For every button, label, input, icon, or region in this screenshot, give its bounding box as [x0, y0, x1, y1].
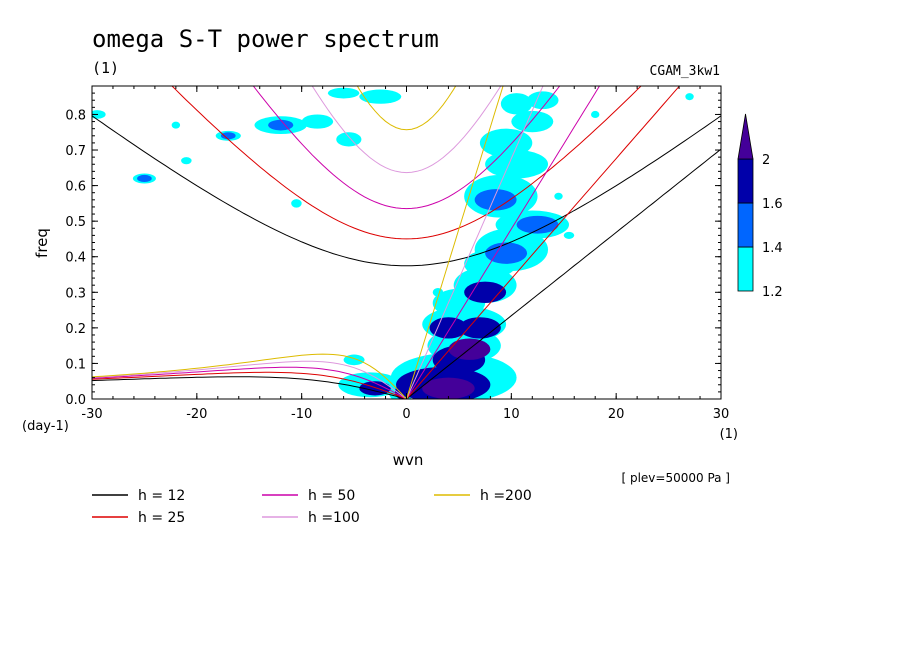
power-contour-46	[422, 377, 475, 399]
power-contour-26	[181, 157, 192, 165]
power-contour-21	[359, 89, 402, 104]
legend-label-h50: h = 50	[308, 488, 355, 504]
power-contour-12	[500, 93, 533, 115]
y-tick-label: 0.6	[65, 180, 86, 195]
power-contour-27	[291, 199, 302, 208]
x-tick-label: 30	[713, 407, 730, 422]
power-contour-38	[137, 174, 152, 183]
colorbar-label: 1.6	[762, 197, 783, 212]
colorbar-band	[737, 158, 754, 204]
power-contour-30	[554, 192, 563, 200]
kelvin-wave-h50	[406, 86, 601, 399]
dispersion-curves	[92, 86, 721, 399]
x-tick-label: 20	[608, 407, 625, 422]
power-contour-32	[685, 93, 694, 101]
kelvin-wave-h100	[406, 86, 544, 399]
power-contour-29	[563, 231, 575, 239]
power-contour-36	[268, 119, 294, 131]
power-contour-9	[485, 150, 549, 179]
colorbar-label: 2	[762, 153, 770, 168]
x-tick-label: 0	[402, 407, 410, 422]
colorbar-label: 1.4	[762, 241, 783, 256]
x-tick-label: -30	[81, 407, 102, 422]
y-axis-unit: (day-1)	[22, 419, 69, 434]
x-tick-label: -20	[186, 407, 207, 422]
colorbar-arrow	[737, 113, 754, 160]
chart-title: omega S-T power spectrum	[92, 25, 439, 53]
power-contour-18	[301, 114, 334, 129]
power-contour-41	[429, 317, 468, 339]
inertia-gravity-wave-h200	[356, 86, 457, 131]
chart-subtitle: (1)	[92, 59, 119, 77]
rossby-wave-h200	[92, 353, 407, 399]
power-contour-10	[479, 128, 533, 158]
dataset-label: CGAM_3kw1	[650, 64, 720, 79]
header: omega S-T power spectrum (1) CGAM_3kw1	[92, 25, 720, 79]
level-note: [ plev=50000 Pa ]	[621, 471, 730, 485]
inertia-gravity-wave-h12	[92, 115, 721, 267]
power-contour-25	[171, 121, 181, 129]
power-spectrum-contours	[92, 87, 694, 399]
x-axis-label: wvn	[393, 451, 424, 469]
legend-label-h200: h =200	[480, 488, 532, 504]
rossby-wave-h100	[92, 360, 407, 399]
colorbar-band	[737, 202, 754, 248]
inertia-gravity-wave-h25	[171, 86, 642, 240]
y-tick-label: 0.3	[65, 286, 86, 301]
power-contour-35	[474, 189, 517, 211]
y-tick-label: 0.7	[65, 144, 86, 159]
y-tick-label: 0.5	[65, 215, 86, 230]
rossby-wave-h50	[92, 366, 407, 399]
x-axis: -30 -20 -10 0 10 20 30	[81, 86, 729, 422]
power-contour-31	[591, 110, 600, 119]
legend-label-h25: h = 25	[138, 510, 185, 526]
plot-frame	[91, 85, 722, 400]
x-tick-label: 10	[503, 407, 520, 422]
inertia-gravity-wave-h100	[311, 86, 502, 174]
rossby-wave-h25	[92, 371, 407, 399]
rossby-wave-h12	[92, 376, 407, 399]
y-tick-label: 0.2	[65, 322, 86, 337]
inertia-gravity-wave-h50	[252, 86, 561, 210]
power-contour-24	[92, 110, 106, 119]
colorbar: 1.2 1.4 1.6 2	[737, 113, 783, 300]
kelvin-wave-h25	[406, 86, 681, 399]
legend-label-h100: h =100	[308, 510, 360, 526]
y-axis-label: freq	[33, 228, 51, 258]
x-axis-unit: (1)	[720, 427, 738, 442]
power-contour-19	[336, 132, 362, 147]
power-contour-34	[516, 215, 559, 234]
power-contour-37	[220, 132, 236, 140]
power-contour-11	[511, 110, 554, 133]
power-contour-43	[464, 281, 507, 303]
power-contour-42	[458, 317, 501, 339]
dispersion-legend: h = 12 h = 25 h = 50 h =100 h =200	[92, 488, 532, 526]
power-contour-28	[432, 288, 444, 297]
legend-label-h12: h = 12	[138, 488, 185, 504]
y-tick-label: 0.0	[65, 393, 86, 408]
kelvin-wave-h12	[406, 148, 721, 399]
colorbar-label: 1.2	[762, 285, 783, 300]
kelvin-wave-h200	[406, 86, 504, 399]
colorbar-band	[737, 246, 754, 292]
x-tick-label: -10	[291, 407, 312, 422]
y-axis: 0.0 0.1 0.2 0.3 0.4 0.5 0.6 0.7 0.8	[65, 85, 721, 408]
y-tick-label: 0.4	[65, 251, 86, 266]
y-tick-label: 0.1	[65, 357, 86, 372]
power-contour-20	[327, 87, 360, 99]
y-tick-label: 0.8	[65, 108, 86, 123]
